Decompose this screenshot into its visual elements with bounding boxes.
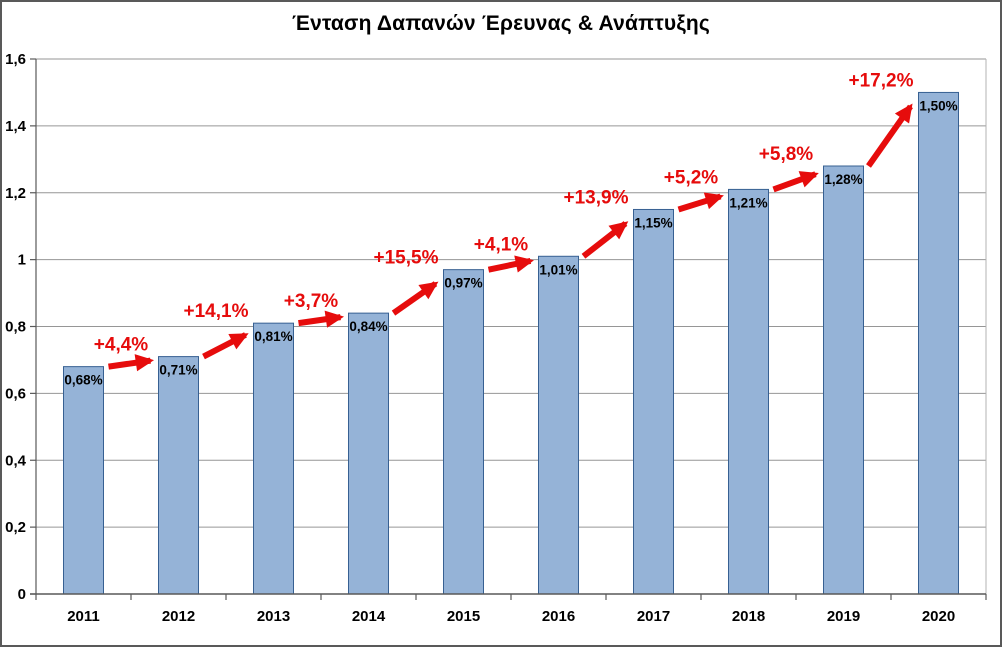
- bar-value-label: 1,50%: [919, 98, 957, 113]
- bar-value-label: 1,15%: [634, 215, 672, 230]
- y-axis-tick-label: 1,4: [5, 118, 27, 135]
- x-axis-category-label: 2011: [67, 608, 100, 625]
- growth-label: +3,7%: [284, 291, 339, 312]
- bar-2015: [443, 269, 484, 595]
- growth-label: +17,2%: [849, 70, 914, 91]
- bar-2014: [348, 312, 389, 595]
- y-axis-tick-label: 0,2: [5, 519, 26, 536]
- y-axis-tick-label: 0,6: [5, 385, 26, 402]
- y-axis-tick-label: 1,6: [5, 51, 26, 68]
- growth-arrow: [581, 221, 629, 259]
- x-axis-category-label: 2013: [257, 608, 290, 625]
- bar-2018: [728, 188, 769, 595]
- x-axis-category-label: 2017: [637, 608, 670, 625]
- growth-label: +13,9%: [564, 187, 629, 208]
- bar-2020: [918, 91, 959, 595]
- growth-arrow: [298, 310, 345, 328]
- bar-value-label: 0,84%: [349, 319, 387, 334]
- bar-value-label: 1,21%: [729, 195, 767, 210]
- growth-arrow: [772, 171, 819, 193]
- bar-value-label: 1,28%: [824, 172, 862, 187]
- bar-2011: [63, 366, 104, 595]
- growth-label: +15,5%: [374, 248, 439, 269]
- bar-2013: [253, 322, 294, 595]
- bar-value-label: 0,97%: [444, 276, 482, 291]
- chart-title: Ένταση Δαπανών Έρευνας & Ανάπτυξης: [291, 12, 711, 35]
- x-axis-category-label: 2012: [162, 608, 195, 625]
- growth-label: +5,2%: [664, 167, 719, 188]
- growth-arrow: [202, 332, 249, 360]
- x-axis-category-label: 2016: [542, 608, 575, 625]
- growth-arrow: [677, 192, 724, 213]
- growth-arrow: [487, 255, 534, 273]
- bar-2012: [158, 356, 199, 595]
- growth-label: +5,8%: [759, 144, 814, 165]
- bar-value-label: 0,71%: [159, 363, 197, 378]
- growth-label: +14,1%: [184, 301, 249, 322]
- growth-label: +4,4%: [94, 335, 149, 356]
- growth-arrow: [391, 281, 439, 316]
- bar-2019: [823, 165, 864, 595]
- y-axis-tick-label: 0: [18, 586, 26, 603]
- bar-2016: [538, 255, 579, 595]
- y-axis-tick-label: 1: [18, 252, 26, 269]
- y-axis-tick-label: 1,2: [5, 185, 26, 202]
- growth-arrow: [108, 354, 155, 372]
- bar-value-label: 0,81%: [254, 329, 292, 344]
- bar-value-label: 1,01%: [539, 262, 577, 277]
- x-axis-category-label: 2014: [352, 608, 386, 625]
- y-axis-tick-label: 0,8: [5, 319, 26, 336]
- growth-arrow: [866, 103, 913, 168]
- x-axis-category-label: 2018: [732, 608, 765, 625]
- growth-label: +4,1%: [474, 234, 529, 255]
- x-axis-category-label: 2015: [447, 608, 480, 625]
- x-axis-category-label: 2020: [922, 608, 955, 625]
- bar-value-label: 0,68%: [64, 373, 102, 388]
- y-axis-tick-label: 0,4: [5, 452, 27, 469]
- bar-2017: [633, 208, 674, 595]
- x-axis-category-label: 2019: [827, 608, 860, 625]
